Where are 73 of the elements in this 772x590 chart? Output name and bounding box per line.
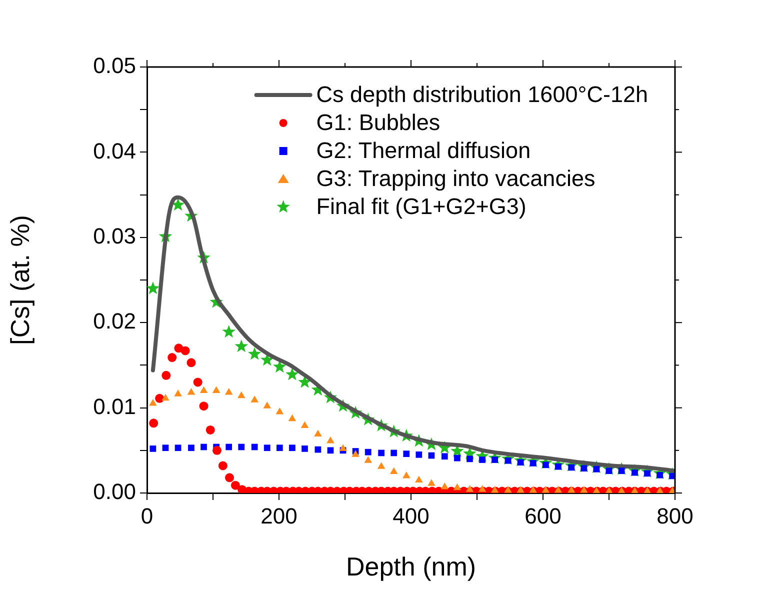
point (403, 450, 410, 457)
point (298, 375, 312, 388)
y-tick-label: 0.04 (93, 138, 136, 164)
point (428, 479, 436, 486)
point (276, 408, 284, 414)
point (286, 368, 299, 380)
point (276, 444, 283, 452)
y-tick-label: 0.01 (93, 394, 136, 419)
point (402, 471, 410, 478)
point (390, 467, 398, 474)
point (187, 388, 196, 395)
point (454, 454, 460, 462)
point (327, 447, 334, 454)
point (364, 456, 372, 463)
point (453, 483, 462, 490)
point (162, 444, 169, 452)
point (188, 444, 194, 452)
y-tick-label: 0.05 (93, 53, 136, 78)
point (234, 339, 248, 352)
point (390, 450, 398, 456)
legend-label: G2: Thermal diffusion (316, 138, 531, 164)
point (226, 444, 232, 450)
y-tick-label: 0.02 (93, 308, 136, 334)
point (264, 444, 270, 452)
point (289, 444, 296, 452)
legend-label: G1: Bubbles (316, 110, 440, 136)
point (238, 444, 245, 450)
y-axis-title: [Cs] (at. %) (4, 214, 35, 346)
legend-label: G3: Trapping into vacancies (316, 166, 596, 192)
point (300, 421, 309, 428)
point (251, 444, 258, 450)
x-axis-title: Depth (nm) (346, 552, 476, 582)
point (250, 396, 258, 402)
point (339, 444, 347, 451)
x-tick-label: 200 (260, 503, 298, 528)
point (288, 414, 296, 422)
x-tick-label: 400 (392, 503, 430, 528)
point (222, 324, 236, 338)
point (200, 386, 208, 394)
point (171, 198, 185, 211)
point (224, 388, 233, 395)
point (314, 430, 322, 436)
point (441, 453, 448, 460)
legend-label: Cs depth distribution 1600°C-12h (316, 82, 648, 108)
point (364, 448, 372, 456)
point (162, 394, 170, 401)
point (150, 446, 156, 452)
point (263, 402, 272, 408)
point (200, 444, 207, 450)
point (352, 450, 360, 457)
y-tick-label: 0.03 (93, 223, 136, 248)
point (415, 476, 423, 482)
x-tick-label: 0 (140, 503, 154, 528)
point (147, 282, 160, 294)
point (248, 347, 262, 360)
point (302, 446, 308, 452)
point (174, 390, 182, 396)
point (466, 456, 473, 462)
point (237, 391, 246, 398)
point (416, 451, 422, 458)
point (212, 386, 220, 394)
point (326, 436, 334, 444)
point (174, 444, 182, 452)
point (273, 360, 286, 373)
x-tick-label: 600 (524, 503, 562, 528)
point (260, 353, 274, 366)
point (377, 462, 386, 469)
point (149, 399, 157, 406)
y-tick-label: 0.00 (93, 479, 136, 504)
point (440, 482, 449, 490)
point (378, 450, 384, 456)
legend-label: Final fit (G1+G2+G3) (316, 194, 526, 220)
x-tick-label: 800 (656, 503, 694, 528)
